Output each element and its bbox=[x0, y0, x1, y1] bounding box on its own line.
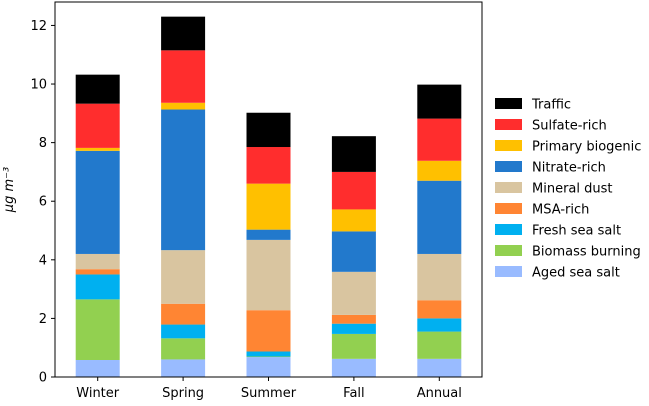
legend-swatch bbox=[495, 224, 522, 235]
legend-swatch bbox=[495, 266, 522, 277]
bar-segment-spring-4 bbox=[161, 250, 206, 304]
bar-segment-winter-1 bbox=[75, 299, 120, 361]
bar-segment-fall-7 bbox=[331, 171, 376, 210]
y-tick-label: 12 bbox=[30, 19, 47, 34]
bar-segment-spring-1 bbox=[161, 338, 206, 360]
bar-segment-fall-3 bbox=[331, 314, 376, 324]
bar-segment-spring-7 bbox=[161, 50, 206, 103]
x-axis: Winter Spring Summer Fall Annual bbox=[76, 377, 462, 401]
bar-segment-winter-8 bbox=[75, 74, 120, 104]
bar-segment-summer-1 bbox=[246, 356, 291, 358]
x-tick-label: Winter bbox=[76, 386, 120, 401]
legend-swatch bbox=[495, 182, 522, 193]
bar-segment-spring-8 bbox=[161, 16, 206, 51]
bar-segment-spring-0 bbox=[161, 359, 206, 377]
bar-segment-annual-1 bbox=[417, 331, 462, 359]
legend-label: Nitrate-rich bbox=[532, 161, 606, 176]
bar-segment-winter-3 bbox=[75, 269, 120, 275]
legend-label: Biomass burning bbox=[532, 245, 641, 260]
bar-segment-winter-2 bbox=[75, 274, 120, 300]
bar-segment-spring-3 bbox=[161, 303, 206, 325]
x-tick-label: Annual bbox=[417, 386, 462, 401]
legend: Traffic Sulfate-rich Primary biogenic Nitra… bbox=[495, 98, 641, 281]
legend-swatch bbox=[495, 119, 522, 130]
y-tick-label: 0 bbox=[39, 371, 47, 386]
bar-segment-summer-0 bbox=[246, 357, 291, 377]
legend-swatch bbox=[495, 203, 522, 214]
x-tick-label: Spring bbox=[162, 386, 204, 401]
bar-segment-summer-8 bbox=[246, 112, 291, 148]
y-tick-label: 6 bbox=[39, 195, 47, 210]
bar-segment-summer-3 bbox=[246, 310, 291, 352]
bar-segment-fall-4 bbox=[331, 271, 376, 315]
x-tick-label: Fall bbox=[343, 386, 364, 401]
bar-segment-summer-4 bbox=[246, 239, 291, 311]
bar-segment-fall-8 bbox=[331, 136, 376, 172]
bar-segment-spring-2 bbox=[161, 324, 206, 339]
y-tick-label: 2 bbox=[39, 312, 47, 327]
bar-segment-winter-5 bbox=[75, 150, 120, 254]
bar-segment-winter-4 bbox=[75, 253, 120, 270]
bar-segment-spring-6 bbox=[161, 102, 206, 110]
bar-segment-annual-8 bbox=[417, 84, 462, 119]
y-axis: 0 2 4 6 8 10 12 bbox=[30, 19, 55, 386]
bar-segment-annual-5 bbox=[417, 180, 462, 254]
legend-label: MSA-rich bbox=[532, 203, 589, 218]
bar-segment-annual-0 bbox=[417, 358, 462, 377]
y-tick-label: 4 bbox=[39, 253, 47, 268]
bar-segment-fall-1 bbox=[331, 333, 376, 359]
bar-segment-annual-6 bbox=[417, 160, 462, 181]
y-tick-label: 8 bbox=[39, 136, 47, 151]
x-tick-label: Summer bbox=[241, 386, 297, 401]
legend-label: Sulfate-rich bbox=[532, 119, 607, 134]
bar-segment-annual-4 bbox=[417, 253, 462, 301]
bar-segment-fall-2 bbox=[331, 323, 376, 334]
bar-segment-summer-2 bbox=[246, 351, 291, 357]
bar-segment-annual-3 bbox=[417, 300, 462, 319]
bar-segment-winter-7 bbox=[75, 103, 120, 148]
bar-segment-annual-2 bbox=[417, 318, 462, 332]
bar-segment-winter-0 bbox=[75, 360, 120, 377]
y-axis-label: μg m⁻³ bbox=[2, 167, 17, 213]
legend-label: Primary biogenic bbox=[532, 140, 641, 155]
bar-segment-fall-0 bbox=[331, 358, 376, 377]
legend-swatch bbox=[495, 161, 522, 172]
bar-segment-fall-5 bbox=[331, 231, 376, 272]
legend-swatch bbox=[495, 98, 522, 109]
legend-label: Aged sea salt bbox=[532, 266, 620, 281]
legend-label: Traffic bbox=[531, 98, 571, 113]
bar-segment-fall-6 bbox=[331, 209, 376, 232]
bar-segment-summer-6 bbox=[246, 183, 291, 230]
legend-label: Mineral dust bbox=[532, 182, 612, 197]
legend-swatch bbox=[495, 245, 522, 256]
bar-segment-spring-5 bbox=[161, 109, 206, 251]
legend-label: Fresh sea salt bbox=[532, 224, 621, 239]
plot-bars bbox=[75, 16, 462, 377]
y-tick-label: 10 bbox=[30, 78, 47, 93]
legend-swatch bbox=[495, 140, 522, 151]
bar-segment-winter-6 bbox=[75, 147, 120, 151]
bar-segment-summer-7 bbox=[246, 147, 291, 184]
bar-segment-summer-5 bbox=[246, 229, 291, 240]
bar-segment-annual-7 bbox=[417, 118, 462, 161]
